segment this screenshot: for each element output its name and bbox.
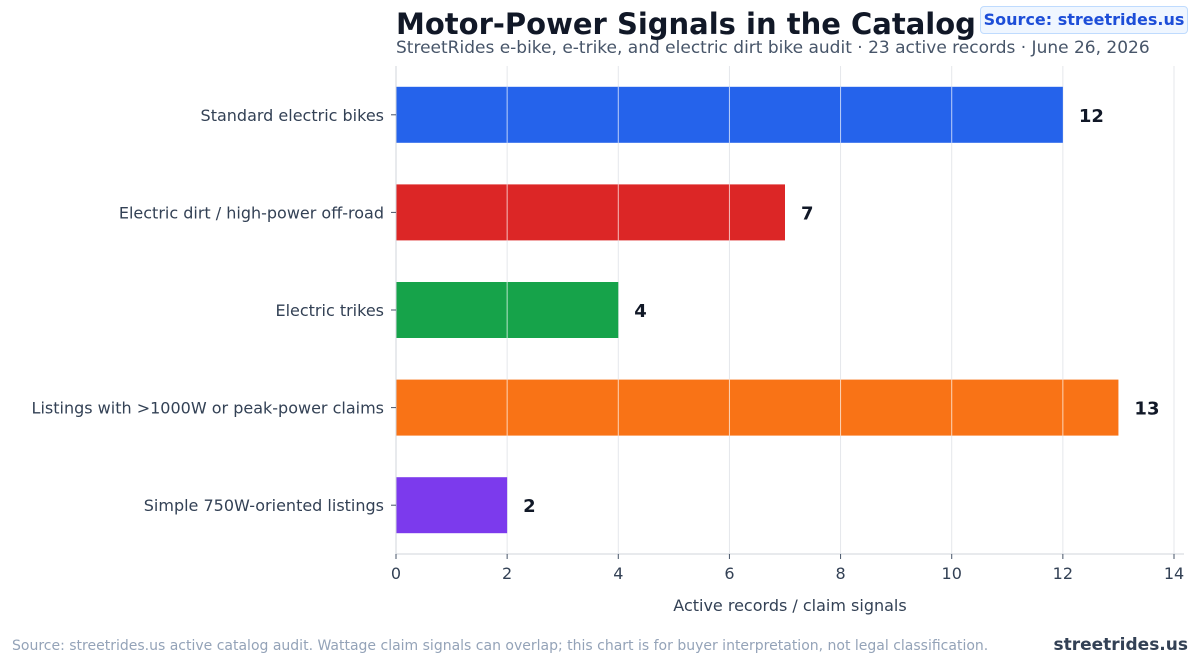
data-label: 4 <box>634 301 647 322</box>
x-tick-label: 12 <box>1053 564 1073 583</box>
footer-note: Source: streetrides.us active catalog au… <box>12 638 989 654</box>
data-label: 13 <box>1134 399 1159 420</box>
category-label: Electric trikes <box>275 301 384 320</box>
bar <box>396 184 785 241</box>
data-label: 7 <box>801 203 814 224</box>
bar <box>396 379 1119 436</box>
data-label: 2 <box>523 496 536 517</box>
x-tick-label: 2 <box>502 564 512 583</box>
bar <box>396 477 508 534</box>
x-tick-label: 10 <box>942 564 962 583</box>
x-tick-label: 8 <box>835 564 845 583</box>
source-badge: Source: streetrides.us <box>980 6 1188 34</box>
category-label: Simple 750W-oriented listings <box>144 496 384 515</box>
category-label: Listings with >1000W or peak-power claim… <box>32 399 384 418</box>
category-label: Electric dirt / high-power off-road <box>119 203 384 222</box>
x-axis-label: Active records / claim signals <box>673 596 906 615</box>
data-label: 12 <box>1079 106 1104 127</box>
x-tick-label: 6 <box>724 564 734 583</box>
x-tick-label: 0 <box>391 564 401 583</box>
chart-subtitle: StreetRides e-bike, e-trike, and electri… <box>396 38 1150 58</box>
category-label: Standard electric bikes <box>201 106 384 125</box>
chart-title: Motor-Power Signals in the Catalog <box>396 7 976 41</box>
x-tick-label: 4 <box>613 564 623 583</box>
x-tick-label: 14 <box>1164 564 1184 583</box>
footer-brand: streetrides.us <box>1053 635 1188 655</box>
